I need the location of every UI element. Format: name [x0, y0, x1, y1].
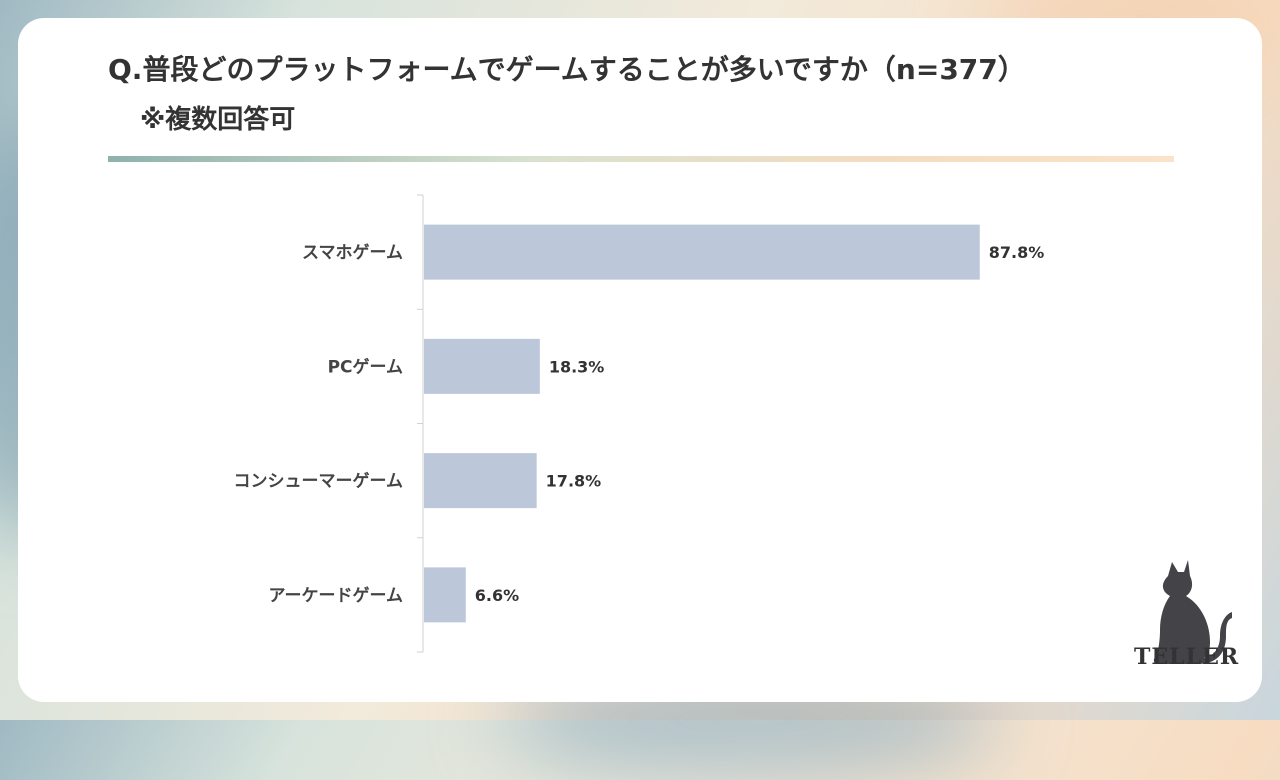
- category-label: PCゲーム: [328, 356, 403, 377]
- content-card: [18, 18, 1262, 702]
- data-label: 6.6%: [475, 586, 519, 605]
- bar-2: [424, 453, 537, 509]
- data-label: 17.8%: [546, 472, 602, 491]
- category-label: スマホゲーム: [302, 242, 403, 263]
- category-label: アーケードゲーム: [269, 585, 403, 606]
- data-label: 87.8%: [989, 243, 1045, 262]
- bar-0: [424, 224, 980, 280]
- cat-silhouette-icon: [1153, 560, 1232, 664]
- page-title: Q.普段どのプラットフォームでゲームすることが多いですか（n=377）: [108, 53, 1026, 86]
- page-subtitle: ※複数回答可: [140, 105, 296, 135]
- bar-chart: スマホゲーム 87.8% PCゲーム 18.3% コンシューマーゲーム 17.8% アーケー…: [234, 194, 1045, 653]
- bar-3: [424, 567, 466, 623]
- category-label: コンシューマーゲーム: [234, 471, 404, 492]
- bar-1: [424, 338, 540, 394]
- teller-logo-text: TELLER: [1134, 644, 1240, 670]
- data-label: 18.3%: [549, 357, 605, 376]
- title-divider: [108, 156, 1174, 162]
